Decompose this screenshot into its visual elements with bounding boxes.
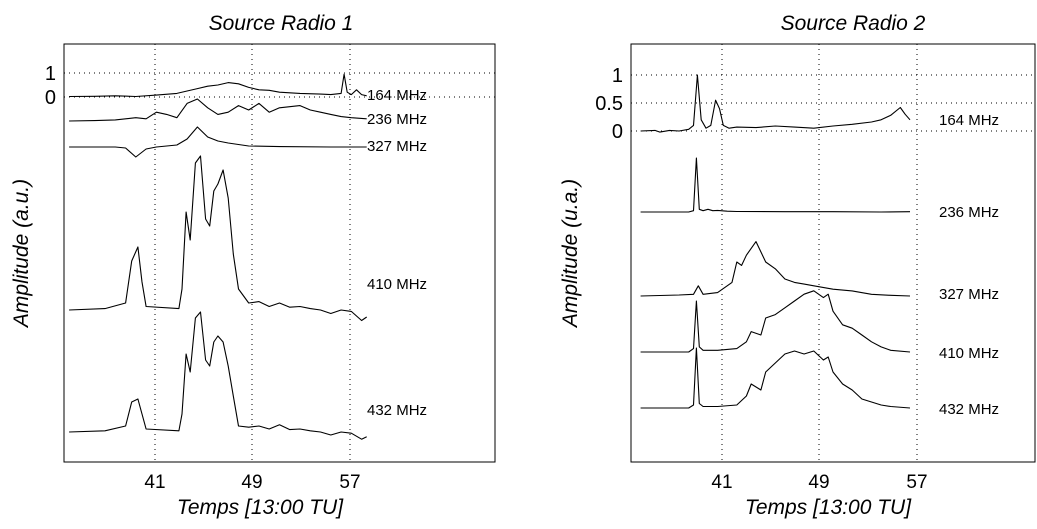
chart-2-y-axis-label: Amplitude (u.a.) [559,179,582,329]
chart-1-y-tick-label: 0 [45,87,56,109]
chart-2-series-164-mhz-line [640,74,911,133]
chart-2-series-label-327: 327 MHz [939,286,999,303]
chart-2-x-tick-label: 49 [808,472,829,493]
chart-2-series-label-432: 432 MHz [939,401,999,418]
chart-2-title: Source Radio 2 [781,12,926,35]
chart-1-y-axis-label: Amplitude (a.u.) [10,179,33,329]
chart-2-plot-frame [630,43,1036,463]
chart-2-x-tick-label: 41 [711,472,732,493]
chart-1-gridlines [64,44,495,462]
chart-2-series-label-164: 164 MHz [939,112,999,129]
chart-1-x-tick-label: 57 [339,472,360,493]
chart-1-series-label-432: 432 MHz [367,402,427,419]
chart-2-y-tick-label: 0.5 [595,93,623,115]
chart-1-series-label-236: 236 MHz [367,111,427,128]
chart-2-series-label-236: 236 MHz [939,204,999,221]
chart-1-series-327-mhz-line [69,126,367,158]
chart-1-plot-frame [63,43,496,463]
chart-1-series-236-mhz-line [69,98,367,122]
chart-1-y-tick-label: 1 [45,63,56,85]
chart-2-series-432-mhz-line [640,347,911,409]
chart-1-series-label-164: 164 MHz [367,87,427,104]
chart-2-gridlines [631,44,1035,462]
chart-panel-2: Source Radio 2 1 0.5 0 41 49 57 Temps [1… [559,12,1036,519]
chart-2-series-label-410: 410 MHz [939,345,999,362]
chart-2-x-axis-label: Temps [13:00 TU] [745,496,912,519]
chart-panel-1: Source Radio 1 1 0 41 49 57 Temps [13:00… [10,12,496,519]
chart-1-x-tick-label: 49 [241,472,262,493]
chart-1-series-label-410: 410 MHz [367,276,427,293]
chart-2-y-tick-label: 1 [612,65,623,87]
chart-1-x-tick-label: 41 [144,472,165,493]
chart-1-series-label-327: 327 MHz [367,138,427,155]
chart-1-series-164-mhz-line [69,73,367,98]
chart-1-series-410-mhz-line [69,155,368,322]
chart-1-x-axis-label: Temps [13:00 TU] [177,496,344,519]
chart-2-series-410-mhz-line [640,290,911,353]
chart-2-series-236-mhz-line [640,157,911,213]
chart-2-x-tick-label: 57 [906,472,927,493]
chart-1-title: Source Radio 1 [209,12,354,35]
chart-2-series-327-mhz-line [640,241,911,297]
chart-2-y-tick-label: 0 [612,121,623,143]
chart-1-series-432-mhz-line [69,311,367,440]
